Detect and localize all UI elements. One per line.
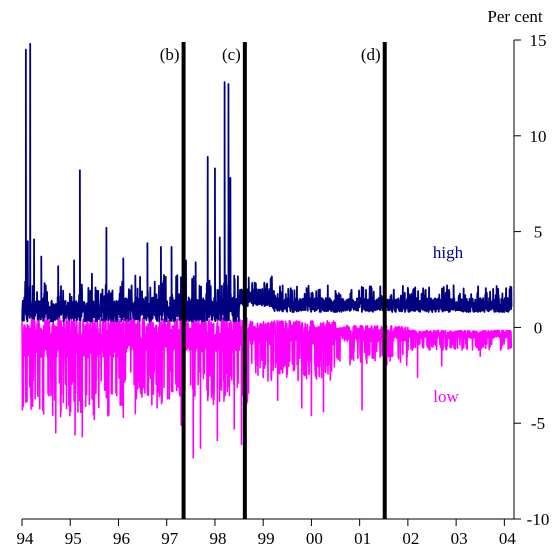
x-tick-label-7: 01 — [354, 529, 371, 548]
series-label-low: low — [433, 387, 459, 406]
x-tick-label-5: 99 — [258, 529, 275, 548]
y-axis-title: Per cent — [487, 7, 543, 26]
labels: (b) (c) (d) 94 95 96 97 98 99 00 01 02 03 04 15 10 5 0 -5 -… — [17, 7, 550, 548]
x-tick-label-0: 94 — [17, 529, 35, 548]
y-tick-label-5: -10 — [527, 510, 550, 529]
x-tick-label-9: 03 — [451, 529, 468, 548]
x-tick-label-4: 98 — [209, 529, 226, 548]
series-label-high: high — [433, 243, 464, 262]
x-tick-label-2: 96 — [113, 529, 130, 548]
y-tick-label-3: 0 — [534, 318, 543, 337]
axes — [21, 39, 521, 526]
y-tick-label-0: 15 — [530, 31, 547, 50]
y-tick-label-4: -5 — [531, 414, 545, 433]
x-tick-label-1: 95 — [65, 529, 82, 548]
series-layer — [21, 42, 513, 459]
x-tick-label-6: 00 — [306, 529, 323, 548]
series-line-high — [21, 42, 513, 323]
y-tick-label-2: 5 — [534, 223, 543, 242]
vertical-markers — [181, 42, 387, 519]
marker-label-2: (d) — [361, 45, 381, 64]
marker-label-1: (c) — [222, 45, 241, 64]
y-tick-label-1: 10 — [530, 127, 547, 146]
x-tick-label-3: 97 — [161, 529, 179, 548]
x-tick-label-10: 04 — [499, 529, 517, 548]
x-tick-label-8: 02 — [402, 529, 419, 548]
marker-label-0: (b) — [160, 45, 180, 64]
series-line-low — [21, 316, 513, 459]
